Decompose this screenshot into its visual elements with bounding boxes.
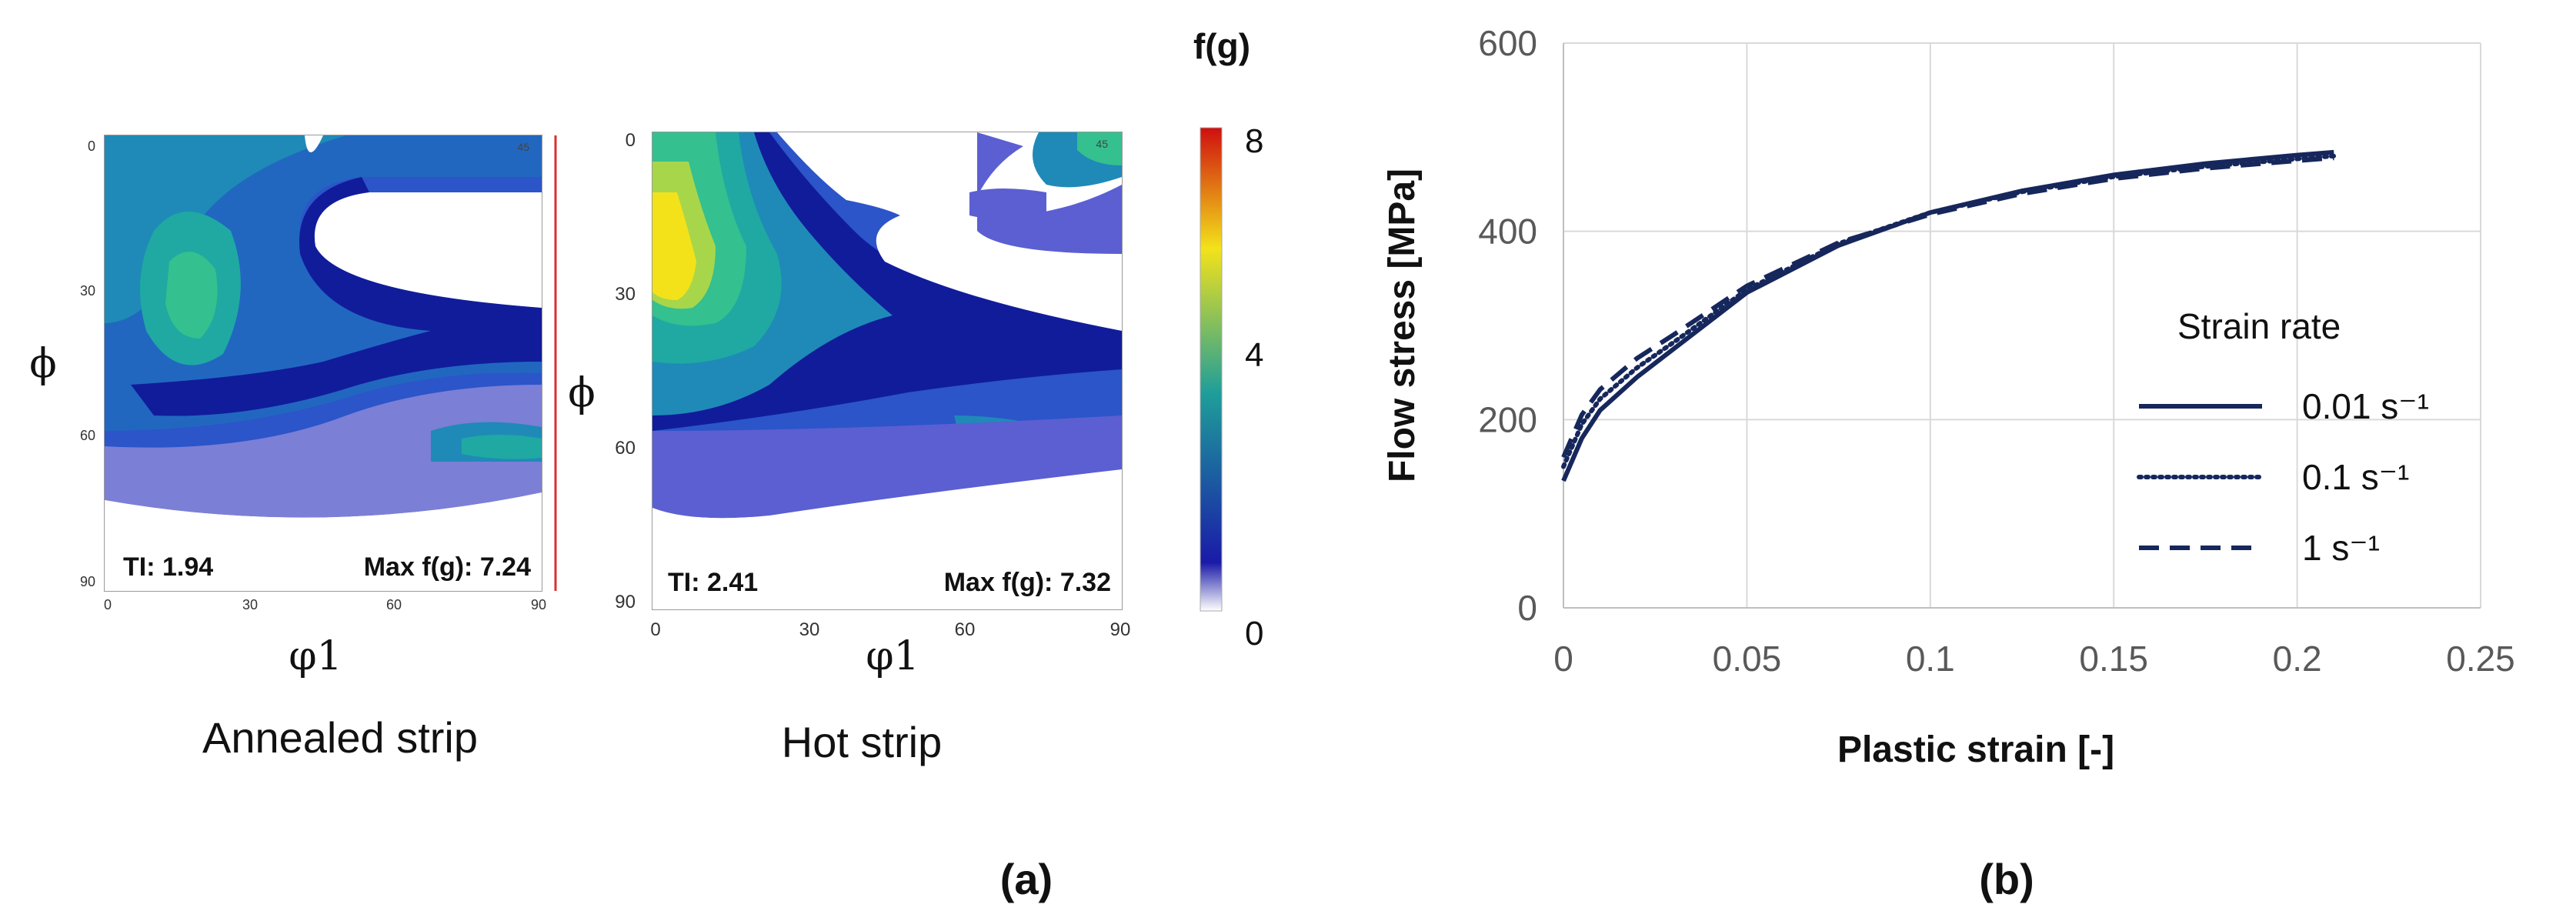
y-tick: 60 (615, 438, 636, 459)
x-tick: 30 (242, 597, 258, 612)
legend-items: 0.01 s⁻¹ 0.1 s⁻¹ 1 s⁻¹ (2137, 386, 2429, 568)
x-tick: 0 (650, 619, 660, 640)
x-tick-label: 0.1 (1906, 639, 1955, 679)
legend: Strain rate 0.01 s⁻¹ 0.1 s⁻¹ 1 s⁻¹ (2137, 306, 2429, 568)
colorbar-tick: 4 (1245, 336, 1263, 374)
x-tick-label: 0.25 (2446, 639, 2515, 679)
y-tick-label: 0 (1517, 588, 1537, 628)
corner-tick: 45 (1096, 138, 1108, 150)
colorbar-tick: 0 (1245, 615, 1263, 652)
plot-caption: Hot strip (782, 718, 943, 766)
y-tick: 0 (88, 138, 95, 154)
x-tick: 90 (1110, 619, 1131, 640)
colorbar-title: f(g) (1193, 26, 1250, 66)
y-tick-label: 400 (1478, 212, 1537, 252)
y-tick: 60 (80, 428, 95, 443)
corner-tick: 45 (517, 141, 529, 153)
x-tick: 60 (386, 597, 402, 612)
x-tick-label: 0.05 (1713, 639, 1782, 679)
panel-label-b: (b) (1979, 855, 2034, 903)
x-axis-label: φ1 (866, 633, 919, 679)
odf-plot-annealed: TI: 1.94 Max f(g): 7.24 45 0 30 60 90 0 … (29, 135, 557, 762)
x-axis-label: φ1 (289, 633, 342, 679)
y-tick-label: 200 (1478, 399, 1537, 439)
colorbar-bar (1200, 127, 1223, 612)
y-tick: 90 (80, 574, 95, 589)
panel-label-a: (a) (1000, 855, 1053, 903)
tick-labels: 0 0.05 0.1 0.15 0.2 0.25 0 200 400 600 (1478, 23, 2515, 679)
ti-label: TI: 2.41 (668, 568, 758, 597)
legend-title: Strain rate (2177, 306, 2341, 346)
odf-plot-hot: TI: 2.41 Max f(g): 7.32 45 0 30 60 90 0 … (568, 130, 1130, 766)
series-line-2 (1561, 155, 2334, 459)
x-tick-label: 0.2 (2273, 639, 2322, 679)
x-axis-label: Plastic strain [-] (1837, 729, 2114, 770)
y-tick: 90 (615, 592, 636, 612)
plot-caption: Annealed strip (202, 713, 478, 762)
x-tick-label: 0 (1553, 639, 1573, 679)
colorbar: f(g) 8 4 0 (1193, 26, 1264, 652)
axes (1563, 43, 2481, 609)
y-tick-label: 600 (1478, 23, 1537, 63)
x-tick: 60 (955, 619, 976, 640)
contour-fill (652, 132, 1122, 609)
x-tick: 0 (104, 597, 112, 612)
legend-label: 0.01 s⁻¹ (2302, 386, 2429, 426)
x-tick-label: 0.15 (2079, 639, 2148, 679)
y-tick: 30 (80, 283, 95, 299)
series (1561, 149, 2337, 482)
legend-label: 1 s⁻¹ (2302, 528, 2380, 568)
flow-stress-chart: 0 0.05 0.1 0.15 0.2 0.25 0 200 400 600 Plastic st… (1382, 23, 2515, 770)
x-tick: 30 (799, 619, 820, 640)
max-fg-label: Max f(g): 7.24 (364, 552, 531, 582)
x-tick: 90 (531, 597, 546, 612)
legend-label: 0.1 s⁻¹ (2302, 457, 2409, 497)
contour-fill (105, 135, 542, 591)
y-tick: 30 (615, 284, 636, 305)
y-tick: 0 (626, 130, 636, 151)
ti-label: TI: 1.94 (123, 552, 213, 582)
max-fg-label: Max f(g): 7.32 (944, 568, 1111, 597)
y-axis-label: Flow stress [MPa] (1382, 169, 1423, 482)
colorbar-tick: 8 (1245, 122, 1263, 160)
y-axis-label: ϕ (568, 370, 595, 416)
y-axis-label: ϕ (29, 341, 56, 387)
